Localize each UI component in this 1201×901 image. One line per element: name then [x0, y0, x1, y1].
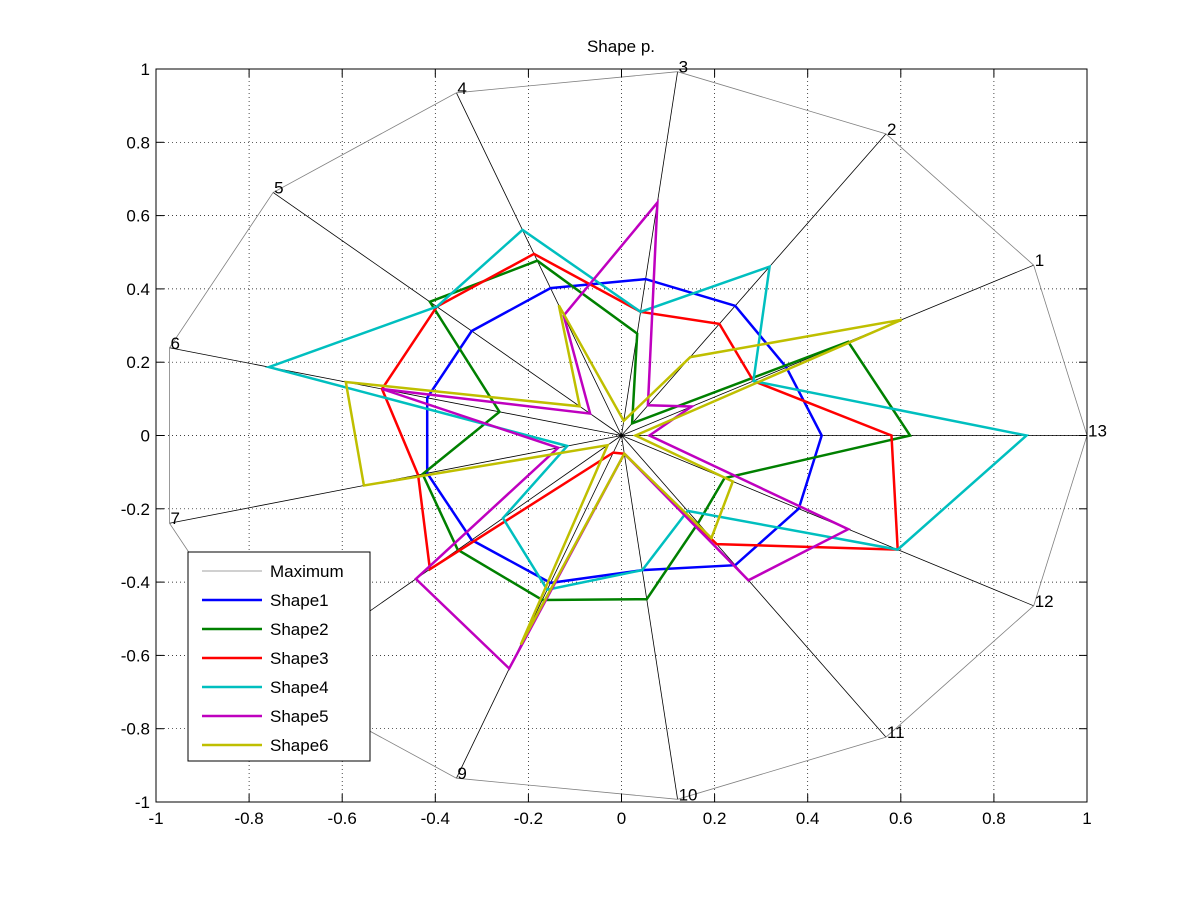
legend-label: Shape1 — [270, 591, 329, 610]
spoke-label: 1 — [1035, 251, 1044, 270]
x-tick-label: 0.8 — [982, 809, 1006, 828]
x-tick-label: 0.2 — [703, 809, 727, 828]
y-tick-label: 0.8 — [126, 133, 150, 152]
x-tick-label: -1 — [148, 809, 163, 828]
series-line-shape1 — [425, 277, 824, 585]
legend-box — [187, 551, 371, 762]
y-tick-label: 0 — [141, 427, 150, 446]
series-line-shape3 — [380, 252, 900, 572]
spoke-line — [456, 435, 622, 779]
spoke-label: 9 — [457, 764, 466, 783]
series-line-shape2 — [421, 259, 913, 602]
spoke-line — [621, 71, 678, 436]
spoke-label: 5 — [274, 178, 283, 197]
x-tick-label: 1 — [1082, 809, 1091, 828]
legend-label: Shape4 — [270, 678, 329, 697]
y-tick-label: -0.6 — [121, 646, 150, 665]
legend-label: Shape5 — [270, 707, 329, 726]
spoke-line — [621, 133, 887, 436]
spoke-label: 13 — [1088, 422, 1107, 441]
legend: Maximum Shape1 Shape2 Shape3 Shape4 Shape5 Sha… — [187, 551, 371, 762]
chart-title: Shape p. — [587, 37, 655, 56]
legend-label: Maximum — [270, 562, 344, 581]
spoke-label: 3 — [679, 58, 688, 77]
spoke-label: 10 — [679, 785, 698, 804]
spoke-line — [456, 92, 622, 436]
spoke-line — [272, 192, 622, 436]
spoke-label: 6 — [171, 334, 180, 353]
x-tick-label: -0.2 — [514, 809, 543, 828]
series-line-shape4 — [264, 228, 1030, 592]
x-tick-label: -0.6 — [328, 809, 357, 828]
spoke-label: 7 — [171, 509, 180, 528]
spoke-line — [621, 435, 887, 738]
tick-layer: -1 -0.8 -0.6 -0.4 -0.2 0 0.2 0.4 0.6 0.8 1 -1 -0.8 -0… — [121, 60, 1092, 828]
y-tick-label: 0.4 — [126, 280, 150, 299]
y-tick-label: -0.2 — [121, 500, 150, 519]
series-line-shape5 — [381, 198, 852, 671]
y-tick-label: -1 — [135, 793, 150, 812]
x-tick-label: -0.8 — [234, 809, 263, 828]
spoke-label: 4 — [457, 79, 466, 98]
y-tick-label: 1 — [141, 60, 150, 79]
series-layer — [169, 71, 1088, 800]
y-tick-label: -0.8 — [121, 720, 150, 739]
spoke-label: 2 — [887, 120, 896, 139]
y-tick-label: 0.6 — [126, 207, 150, 226]
spoke-line — [621, 435, 678, 800]
y-tick-label: -0.4 — [121, 573, 150, 592]
legend-label: Shape6 — [270, 736, 329, 755]
y-tick-label: 0.2 — [126, 353, 150, 372]
spoke-label: 12 — [1035, 592, 1054, 611]
x-tick-label: 0.4 — [796, 809, 820, 828]
x-tick-label: 0 — [617, 809, 626, 828]
legend-label: Shape3 — [270, 649, 329, 668]
x-tick-label: 0.6 — [889, 809, 913, 828]
series-line-shape6 — [344, 304, 903, 646]
x-tick-label: -0.4 — [421, 809, 450, 828]
spoke-label: 11 — [887, 723, 905, 742]
legend-label: Shape2 — [270, 620, 329, 639]
